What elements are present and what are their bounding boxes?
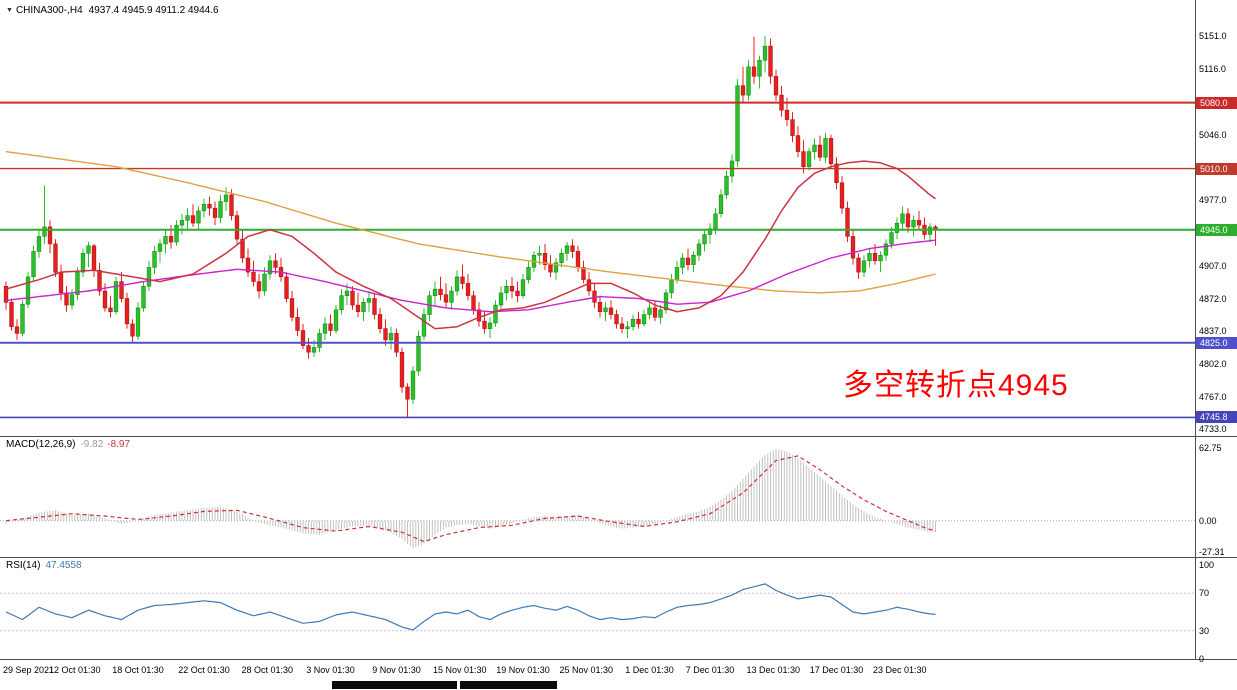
price-tick: 4872.0 (1199, 293, 1227, 304)
ohlc-values: 4937.4 4945.9 4911.2 4944.6 (88, 5, 219, 16)
symbol-info: ▼ CHINA300-,H4 4937.4 4945.9 4911.2 4944.6 (6, 5, 219, 16)
rsi-name: RSI(14) (6, 560, 41, 571)
symbol-timeframe-label: CHINA300-,H4 (15, 5, 83, 16)
time-tick: 13 Dec 01:30 (746, 665, 801, 675)
macd-signal-value: -8.97 (107, 439, 131, 450)
rsi-axis-tick: 0 (1199, 654, 1205, 664)
macd-axis-tick: -27.31 (1199, 547, 1225, 558)
chart-dropdown-icon[interactable]: ▼ (6, 7, 13, 14)
time-tick: 25 Nov 01:30 (559, 665, 614, 675)
time-tick: 9 Nov 01:30 (372, 665, 421, 675)
price-tick: 4733.0 (1199, 424, 1227, 435)
time-tick: 15 Nov 01:30 (432, 665, 487, 675)
price-line-label: 4945.0 (1196, 223, 1237, 236)
price-tick: 4837.0 (1199, 326, 1227, 337)
macd-axis-tick: 0.00 (1199, 515, 1217, 526)
annotation-text: 多空转折点4945 (843, 369, 1069, 402)
time-tick: 1 Dec 01:30 (625, 665, 674, 675)
price-line-label: 5080.0 (1196, 96, 1237, 109)
time-tick: 22 Oct 01:30 (178, 665, 230, 675)
time-tick: 18 Oct 01:30 (112, 665, 164, 675)
taskbar-fragment-left (332, 681, 457, 689)
price-line-label: 5010.0 (1196, 162, 1237, 175)
rsi-value: 47.4558 (45, 560, 82, 571)
time-tick: 3 Nov 01:30 (306, 665, 355, 675)
price-line-label: 4825.0 (1196, 336, 1237, 349)
price-tick: 4907.0 (1199, 260, 1227, 271)
price-line-label: 4745.8 (1196, 411, 1237, 424)
price-tick: 5046.0 (1199, 129, 1227, 140)
time-tick: 12 Oct 01:30 (48, 665, 101, 675)
rsi-indicator-label: RSI(14) 47.4558 (6, 560, 82, 571)
time-tick: 7 Dec 01:30 (685, 665, 735, 675)
macd-indicator-label: MACD(12,26,9) -9.82 -8.97 (6, 439, 130, 450)
time-tick: 19 Nov 01:30 (496, 665, 550, 675)
macd-main-value: -9.82 (80, 439, 104, 450)
time-tick: 28 Oct 01:30 (241, 665, 294, 675)
time-tick: 17 Dec 01:30 (809, 665, 864, 675)
price-tick: 5116.0 (1199, 63, 1226, 74)
macd-axis-tick: 62.75 (1199, 443, 1222, 454)
macd-name: MACD(12,26,9) (6, 439, 76, 450)
price-tick: 5151.0 (1199, 30, 1227, 41)
rsi-axis-tick: 30 (1199, 625, 1210, 636)
taskbar-fragment-right (460, 681, 557, 689)
time-tick: 23 Dec 01:30 (872, 665, 927, 675)
rsi-axis-tick: 70 (1199, 588, 1210, 599)
time-tick: 29 Sep 2021 (3, 665, 55, 675)
price-tick: 4977.0 (1199, 194, 1227, 205)
price-tick: 4767.0 (1199, 392, 1227, 403)
rsi-axis-tick: 100 (1199, 560, 1215, 571)
price-tick: 4802.0 (1199, 359, 1227, 370)
